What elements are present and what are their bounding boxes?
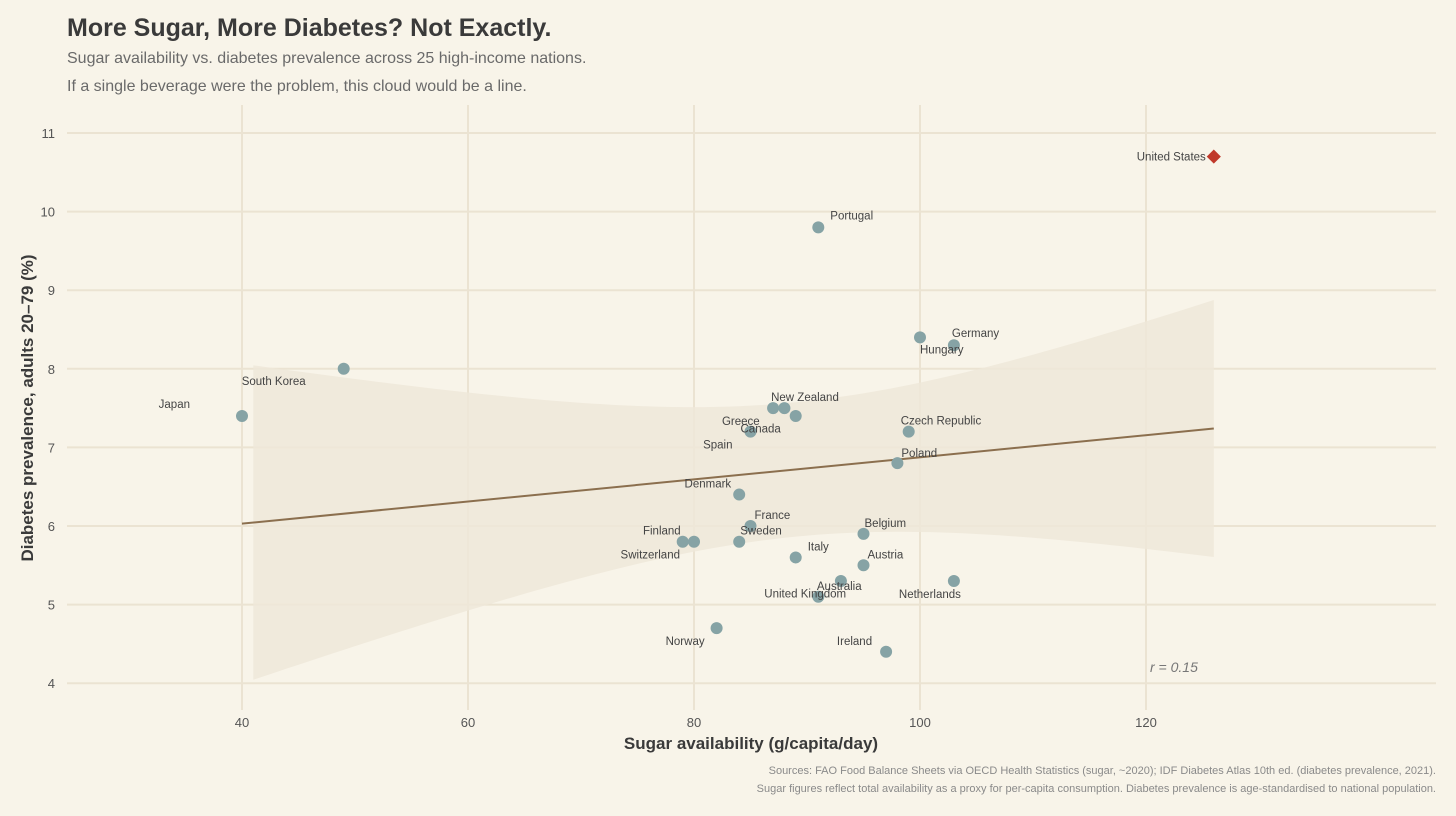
- x-axis-label: Sugar availability (g/capita/day): [624, 734, 878, 753]
- labels-group: United States Portugal Hungary Germany South…: [159, 152, 1206, 649]
- data-point: [744, 425, 757, 438]
- point-label: Switzerland: [621, 550, 680, 562]
- data-point: [902, 425, 915, 438]
- chart-title: More Sugar, More Diabetes? Not Exactly.: [67, 14, 552, 42]
- x-tick-label: 60: [461, 715, 475, 730]
- data-point: [834, 575, 847, 588]
- y-tick-label: 7: [48, 440, 55, 455]
- point-label: France: [755, 510, 791, 522]
- x-tick-label: 40: [235, 715, 249, 730]
- data-point: [778, 402, 791, 415]
- data-point: [688, 535, 700, 548]
- x-tick-label: 120: [1135, 715, 1157, 730]
- data-point: [767, 402, 780, 415]
- y-tick-label: 5: [48, 598, 55, 613]
- data-point: [337, 362, 350, 375]
- point-label: Italy: [808, 541, 829, 553]
- data-point: [812, 590, 825, 603]
- point-label: Austria: [868, 549, 904, 561]
- y-tick-label: 10: [41, 205, 55, 220]
- point-label: Poland: [901, 448, 937, 460]
- point-label: Greece: [722, 416, 760, 428]
- y-tick-label: 4: [48, 676, 55, 691]
- point-label: Denmark: [685, 479, 732, 491]
- data-point: [891, 457, 904, 470]
- data-point: [857, 527, 870, 540]
- point-label: United Kingdom: [764, 589, 846, 601]
- trend-line-group: [241, 427, 1214, 525]
- point-label: Norway: [666, 636, 705, 648]
- y-tick-label: 8: [48, 362, 55, 377]
- highlight-point: [1206, 149, 1221, 164]
- point-label: Belgium: [865, 518, 907, 530]
- confidence-band-group: [253, 300, 1214, 680]
- data-point: [710, 622, 723, 635]
- point-label: Germany: [952, 328, 1000, 340]
- point-label: United States: [1137, 152, 1206, 164]
- point-label: Japan: [159, 399, 190, 411]
- point-label: Australia: [817, 581, 862, 593]
- point-label: Ireland: [837, 636, 872, 648]
- x-tick-label: 100: [909, 715, 931, 730]
- data-point: [812, 221, 825, 234]
- axes-group: 4 5 6 7 8 9 10 11 40 60 80 100 120: [41, 126, 1157, 730]
- data-point: [947, 339, 960, 352]
- points-group: [236, 149, 1221, 658]
- data-point: [914, 331, 926, 344]
- point-label: Canada: [741, 424, 782, 436]
- point-label: Spain: [703, 440, 732, 452]
- point-label: Portugal: [830, 210, 873, 222]
- point-label: Netherlands: [899, 589, 961, 601]
- data-point: [880, 645, 893, 658]
- data-point: [789, 551, 802, 564]
- data-point: [947, 575, 960, 588]
- data-point: [733, 535, 746, 548]
- data-point: [236, 409, 248, 422]
- data-point: [744, 520, 757, 532]
- y-tick-label: 11: [42, 126, 56, 141]
- trend-line: [241, 427, 1214, 525]
- source-caption: Sources: FAO Food Balance Sheets via OEC…: [768, 765, 1436, 777]
- x-tick-label: 80: [687, 715, 701, 730]
- data-point: [857, 559, 870, 572]
- correlation-annotation: r = 0.15: [1150, 659, 1198, 675]
- confidence-band: [253, 300, 1214, 680]
- note-caption: Sugar figures reflect total availability…: [756, 783, 1436, 795]
- point-label: Finland: [643, 526, 681, 538]
- y-axis-label: Diabetes prevalence, adults 20–79 (%): [18, 254, 37, 561]
- data-point: [733, 488, 746, 501]
- y-tick-label: 9: [48, 283, 55, 298]
- point-label: Hungary: [920, 344, 964, 356]
- point-label: New Zealand: [771, 392, 839, 404]
- point-label: Sweden: [740, 526, 782, 538]
- data-point: [676, 535, 689, 548]
- point-label: South Korea: [242, 376, 307, 388]
- data-point: [789, 409, 802, 422]
- y-tick-label: 6: [48, 519, 55, 534]
- point-label: Czech Republic: [901, 416, 982, 428]
- chart-subtitle: Sugar availability vs. diabetes prevalen…: [67, 50, 587, 67]
- chart-subtitle-secondary: If a single beverage were the problem, t…: [67, 78, 527, 95]
